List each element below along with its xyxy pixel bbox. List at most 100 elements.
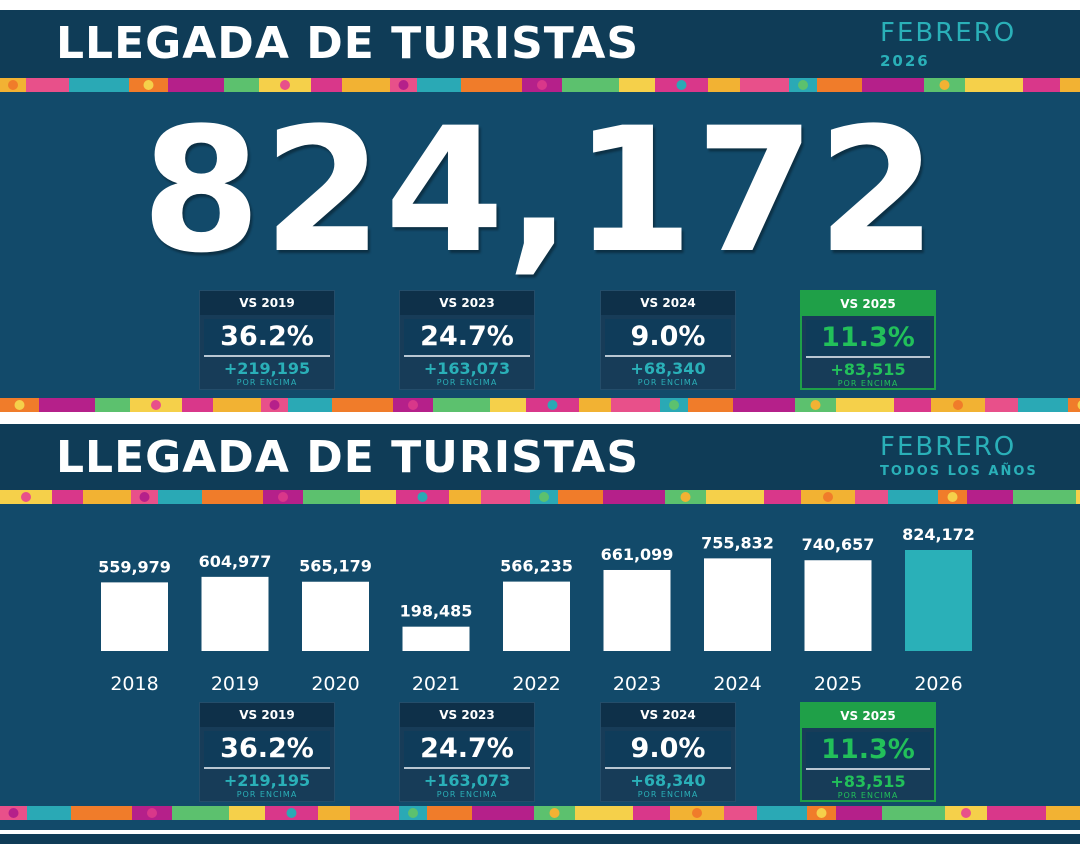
pattern-segment (39, 398, 95, 412)
card-difference: +163,073 (423, 359, 511, 378)
category-label-2019: 2019 (211, 673, 259, 694)
pattern-segment (350, 806, 399, 820)
pattern-segment (688, 398, 733, 412)
period-year: 2026 (880, 52, 930, 70)
value-label-2024: 755,832 (701, 533, 774, 552)
pattern-segment (27, 806, 71, 820)
value-label-2021: 198,485 (400, 602, 473, 621)
pattern-segment (836, 806, 882, 820)
pattern-segment (168, 78, 224, 92)
pattern-dot (816, 808, 827, 818)
pattern-segment (1023, 78, 1060, 92)
comparison-card-2024: VS 2024 9.0% +68,340 POR ENCIMA (600, 702, 736, 802)
value-label-2019: 604,977 (199, 552, 272, 571)
pattern-segment (862, 78, 924, 92)
category-label-2022: 2022 (512, 673, 560, 694)
bar-2019 (201, 576, 269, 651)
pattern-segment (985, 398, 1018, 412)
pattern-dot (810, 400, 821, 410)
pattern-segment (987, 806, 1046, 820)
pattern-segment (967, 490, 1013, 504)
card-header: VS 2024 (601, 703, 735, 727)
pattern-dot (1077, 400, 1080, 410)
pattern-dot (547, 400, 558, 410)
pattern-dot (408, 400, 418, 410)
pattern-segment (172, 806, 229, 820)
card-percentage: 36.2% (204, 319, 330, 357)
card-header: VS 2019 (200, 291, 334, 315)
card-note: POR ENCIMA (837, 379, 899, 388)
pattern-segment (490, 398, 526, 412)
comparison-card-2025: VS 2025 11.3% +83,515 POR ENCIMA (800, 290, 936, 390)
pattern-segment (1018, 398, 1068, 412)
period-month: FEBRERO (880, 18, 1017, 48)
category-label-2018: 2018 (110, 673, 158, 694)
pattern-dot (539, 492, 549, 502)
comparison-card-2024: VS 2024 9.0% +68,340 POR ENCIMA (600, 290, 736, 390)
pattern-segment (26, 78, 69, 92)
pattern-segment (1060, 78, 1080, 92)
pattern-segment (558, 490, 603, 504)
pattern-dot (692, 808, 702, 818)
card-percentage: 11.3% (806, 732, 930, 770)
card-difference: +68,340 (630, 359, 706, 378)
card-header: VS 2023 (400, 703, 534, 727)
card-note: POR ENCIMA (637, 378, 699, 387)
pattern-segment (708, 78, 740, 92)
pattern-segment (182, 398, 213, 412)
title-bar (0, 424, 1080, 492)
panel-title: LLEGADA DE TURISTAS (56, 18, 640, 69)
pattern-segment (342, 78, 390, 92)
pattern-segment (202, 490, 263, 504)
value-label-2020: 565,179 (299, 557, 372, 576)
decorative-pattern (0, 78, 1080, 92)
period-month: FEBRERO (880, 432, 1017, 462)
pattern-segment (433, 398, 490, 412)
value-label-2022: 566,235 (500, 557, 573, 576)
pattern-dot (823, 492, 833, 502)
pattern-segment (311, 78, 342, 92)
bar-2026 (905, 550, 972, 651)
pattern-segment (633, 806, 670, 820)
card-percentage: 24.7% (404, 319, 530, 357)
pattern-dot (269, 400, 280, 410)
card-difference: +219,195 (223, 359, 311, 378)
category-label-2024: 2024 (713, 673, 761, 694)
card-note: POR ENCIMA (236, 378, 298, 387)
value-label-2023: 661,099 (601, 545, 674, 564)
pattern-dot (669, 400, 679, 410)
pattern-segment (562, 78, 619, 92)
pattern-segment (611, 398, 660, 412)
yearly-arrivals-panel: LLEGADA DE TURISTAS FEBRERO TODOS LOS AÑ… (0, 424, 1080, 830)
pattern-dot (798, 80, 808, 90)
pattern-segment (1013, 490, 1076, 504)
category-label-2025: 2025 (814, 673, 862, 694)
pattern-segment (417, 78, 461, 92)
pattern-dot (143, 80, 154, 90)
total-arrivals-number: 824,172 (141, 90, 939, 291)
pattern-segment (888, 490, 938, 504)
pattern-segment (817, 78, 862, 92)
card-percentage: 24.7% (404, 731, 530, 769)
card-percentage: 9.0% (605, 319, 731, 357)
pattern-segment (427, 806, 472, 820)
value-label-2018: 559,979 (98, 557, 171, 576)
card-difference: +163,073 (423, 771, 511, 790)
pattern-segment (603, 490, 665, 504)
bar-2024 (704, 558, 771, 651)
bar-2020 (302, 581, 369, 651)
pattern-segment (764, 490, 801, 504)
bar-2018 (101, 582, 168, 651)
card-header: VS 2025 (802, 292, 934, 316)
pattern-dot (537, 80, 547, 90)
title-bar (0, 10, 1080, 78)
pattern-dot (961, 808, 971, 818)
pattern-segment (481, 490, 530, 504)
pattern-segment (619, 78, 655, 92)
decorative-pattern (0, 490, 1080, 504)
card-percentage: 11.3% (806, 320, 930, 358)
pattern-dot (417, 492, 428, 502)
card-header: VS 2019 (200, 703, 334, 727)
pattern-segment (288, 398, 332, 412)
card-difference: +83,515 (830, 772, 906, 791)
